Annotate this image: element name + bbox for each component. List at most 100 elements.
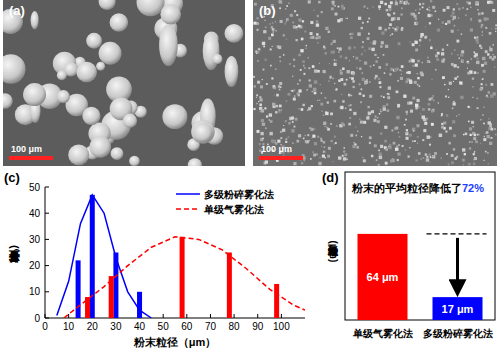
grain [449,82,452,85]
grain [359,60,360,61]
grain [332,4,334,6]
grain [479,134,480,135]
grain [343,83,346,86]
x-tick [234,314,235,318]
grain [304,67,306,69]
grain [453,8,455,10]
grain [342,155,344,157]
grain [364,50,365,51]
curve [64,237,305,318]
grain [487,96,489,98]
grain [453,102,456,105]
x-tick-label: 多级粉碎雾化法 [423,328,493,339]
x-axis-label: 粉末粒径（μm） [133,336,217,349]
grain [371,110,374,113]
grain [495,28,497,30]
grain [397,17,400,20]
grain [340,78,343,81]
grain [335,13,338,16]
grain [430,14,432,16]
grain [360,101,362,103]
grain [305,140,307,142]
particle [89,136,111,158]
grain [323,70,326,73]
scale-bar [259,156,303,160]
particle [212,54,222,64]
grain [494,128,496,130]
grain [482,57,485,60]
grain [291,90,292,91]
grain [377,57,378,58]
grain [471,58,472,59]
grain [262,138,264,140]
grain [488,163,489,164]
grain [314,92,317,95]
grain [419,39,421,41]
grain [371,155,373,157]
grain [379,81,382,84]
grain [340,72,343,75]
grain [453,16,456,19]
grain [342,67,345,70]
grain [470,134,472,136]
grain [396,91,399,94]
grain [427,135,430,138]
grain [389,8,392,11]
grain [338,6,340,8]
grain [401,65,404,68]
grain [323,46,325,48]
grain [347,18,348,19]
grain [373,7,374,8]
x-tick-label: 80 [229,321,241,332]
bar [76,260,81,318]
grain [441,126,443,128]
x-tick-label: 单级气雾化法 [352,328,413,339]
grain [316,33,318,35]
grain [484,62,487,65]
grain [466,8,468,10]
grain [254,3,257,6]
grain [418,12,420,14]
grain [380,111,381,112]
particle [160,4,181,25]
grain [427,60,430,63]
grain [480,143,481,144]
grain [411,13,414,16]
grain [457,76,459,78]
particle [225,24,244,43]
grain [398,144,400,146]
grain [380,1,383,4]
grain [390,35,391,36]
grain [492,54,493,55]
grain [419,8,421,10]
grain [301,108,304,111]
bar [180,237,185,318]
grain [424,122,427,125]
grain [453,134,456,137]
grain [262,79,263,80]
grain [286,5,288,7]
grain [473,51,475,53]
grain [484,17,487,20]
grain [341,94,342,95]
grain [261,119,264,122]
grain [486,131,489,134]
grain [259,104,261,106]
grain [412,141,414,143]
grain [298,54,301,57]
sem-image-a [0,0,245,172]
grain [265,27,267,29]
grain [344,153,347,156]
grain [422,62,423,63]
grain [459,82,462,85]
grain [338,51,339,52]
grain [295,118,298,121]
grain [487,53,489,55]
grain [379,86,381,88]
grain [316,23,319,26]
grain [357,131,358,132]
grain [271,139,274,142]
grain [264,107,266,109]
grain [431,46,432,47]
grain [271,34,274,37]
